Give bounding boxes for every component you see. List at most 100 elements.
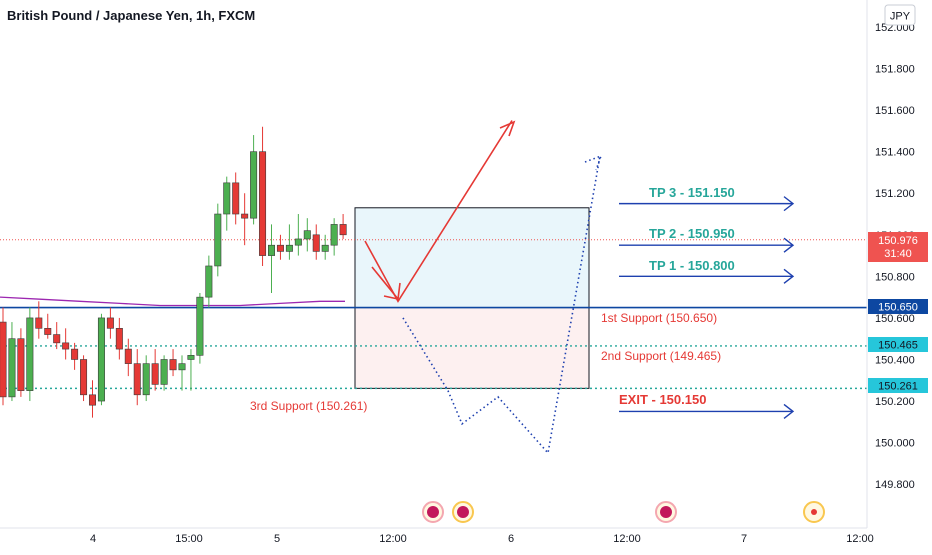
candle-body xyxy=(44,328,52,335)
tp3-label: TP 3 - 151.150 xyxy=(649,185,735,200)
support3-label: 3rd Support (150.261) xyxy=(250,399,367,413)
price-tick-label: 149.800 xyxy=(875,479,915,491)
projection-arrowhead xyxy=(584,154,603,171)
time-tick-label: 12:00 xyxy=(379,533,407,545)
target-zone xyxy=(354,207,590,309)
support2-label: 2nd Support (149.465) xyxy=(601,349,721,363)
price-tick-label: 150.800 xyxy=(875,271,915,283)
current-price-tag xyxy=(868,232,928,262)
candles xyxy=(0,126,347,418)
candle-body xyxy=(196,296,204,356)
price-tick-label: 151.800 xyxy=(875,64,915,76)
candle-body xyxy=(250,151,258,219)
flag-icon xyxy=(457,506,469,518)
projections xyxy=(364,120,603,455)
current-price-value: 150.976 xyxy=(878,235,918,247)
bearish-projection xyxy=(402,155,601,455)
time-tick-label: 12:00 xyxy=(846,533,874,545)
candle-body xyxy=(178,363,186,371)
candle-body xyxy=(303,230,311,240)
candle-body xyxy=(160,359,168,385)
candle-body xyxy=(267,244,275,256)
time-tick-label: 12:00 xyxy=(613,533,641,545)
tp2-label: TP 2 - 150.950 xyxy=(649,226,735,241)
candle-body xyxy=(312,234,320,252)
projection-arrowhead xyxy=(499,120,516,137)
support3-price-value: 150.261 xyxy=(878,381,918,393)
candle-body xyxy=(285,244,293,252)
stop-zone xyxy=(354,307,590,389)
candle-body xyxy=(187,355,195,360)
candle-body xyxy=(106,317,114,329)
candle-countdown: 31:40 xyxy=(884,248,912,260)
level-lines xyxy=(0,239,867,390)
currency-badge-label: JPY xyxy=(890,11,911,23)
trade-zones xyxy=(354,207,590,389)
price-tick-label: 151.600 xyxy=(875,105,915,117)
candle-body xyxy=(339,224,347,236)
time-tick-label: 15:00 xyxy=(175,533,203,545)
price-tick-label: 150.200 xyxy=(875,396,915,408)
target-arrow-head xyxy=(783,268,795,284)
target-arrows xyxy=(619,196,795,419)
candle-body xyxy=(97,317,105,402)
currency-badge[interactable] xyxy=(884,4,916,26)
candle-body xyxy=(330,224,338,246)
candle-body xyxy=(232,182,240,215)
target-arrow-head xyxy=(783,196,795,212)
candle-body xyxy=(0,321,7,398)
flag-icon xyxy=(427,506,439,518)
candle-body xyxy=(80,359,88,396)
bullish-projection xyxy=(364,120,513,303)
time-tick-label: 7 xyxy=(741,533,747,545)
support1-price-value: 150.650 xyxy=(878,302,918,314)
price-tick-label: 151.200 xyxy=(875,188,915,200)
candle-body xyxy=(294,238,302,246)
tp1-label: TP 1 - 150.800 xyxy=(649,258,735,273)
flag-icon xyxy=(811,509,817,515)
candle-body xyxy=(53,334,61,344)
support2-price-value: 150.465 xyxy=(878,340,918,352)
price-tick-label: 150.000 xyxy=(875,438,915,450)
time-tick-label: 6 xyxy=(508,533,514,545)
price-tick-label: 151.400 xyxy=(875,147,915,159)
candle-body xyxy=(259,151,267,256)
target-arrow-head xyxy=(783,237,795,253)
candle-body xyxy=(321,244,329,252)
price-tick-label: 150.600 xyxy=(875,313,915,325)
candle-body xyxy=(124,348,132,364)
flag-icon xyxy=(660,506,672,518)
candle-body xyxy=(223,182,231,215)
candle-body xyxy=(8,338,16,398)
support3-price-tag xyxy=(868,378,928,393)
price-axis: 152.000151.800151.600151.400151.200151.0… xyxy=(866,0,915,528)
candle-body xyxy=(151,363,159,385)
support2-price-tag xyxy=(868,337,928,352)
exit-label: EXIT - 150.150 xyxy=(619,392,706,407)
candle-body xyxy=(142,363,150,396)
time-tick-label: 4 xyxy=(90,533,96,545)
candle-body xyxy=(115,328,123,350)
time-tick-label: 5 xyxy=(274,533,280,545)
ma-line xyxy=(0,296,345,307)
projection-arrowhead xyxy=(371,266,401,301)
candle-body xyxy=(17,338,25,391)
candle-body xyxy=(205,265,213,298)
price-tick-label: 150.400 xyxy=(875,354,915,366)
candle-body xyxy=(26,317,34,391)
target-arrow-head xyxy=(783,403,795,419)
candle-body xyxy=(276,244,284,252)
chart-title: British Pound / Japanese Yen, 1h, FXCM xyxy=(7,8,255,23)
candle-body xyxy=(169,359,177,371)
candle-body xyxy=(35,317,43,329)
support1-label: 1st Support (150.650) xyxy=(601,311,717,325)
support1-price-tag xyxy=(868,299,928,314)
candle-body xyxy=(241,213,249,219)
candle-body xyxy=(133,363,141,396)
candle-body xyxy=(71,348,79,360)
event-markers xyxy=(422,501,825,523)
candle-body xyxy=(89,394,97,406)
candle-body xyxy=(214,213,222,267)
